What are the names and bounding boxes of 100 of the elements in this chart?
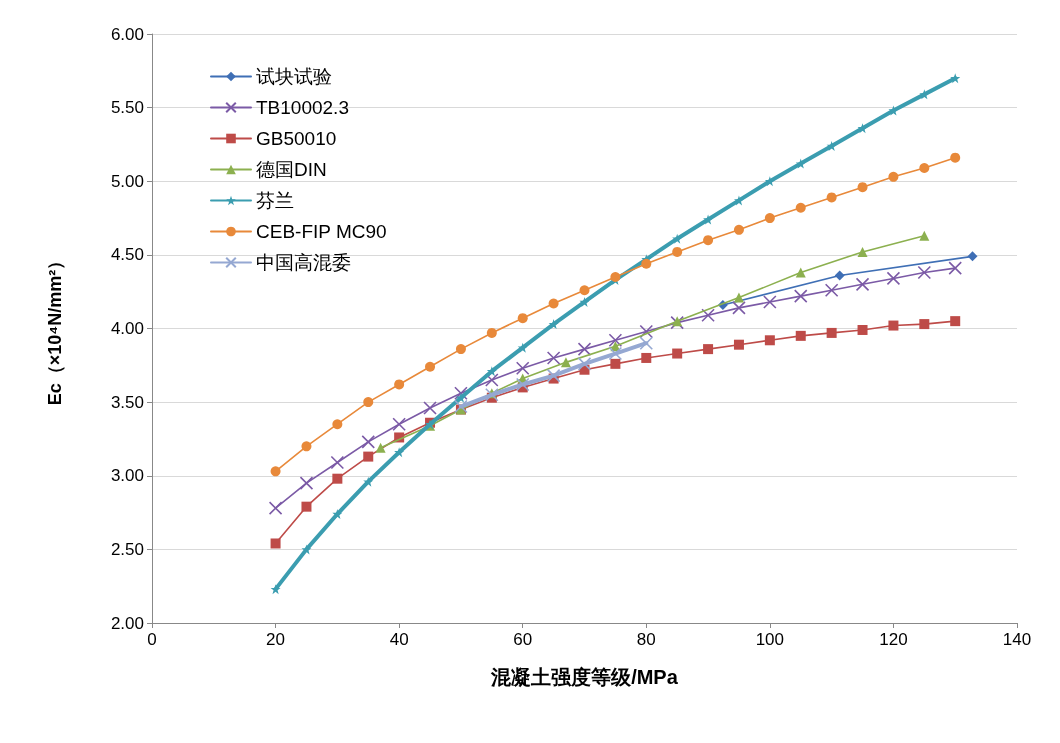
point [857, 246, 868, 257]
point [639, 336, 654, 351]
point [546, 351, 561, 365]
x-tick-label: 20 [266, 630, 286, 649]
legend-label: GB50010 [256, 128, 337, 149]
point [793, 289, 808, 303]
x-tick-label: 100 [755, 630, 785, 649]
point [733, 224, 744, 235]
point [641, 258, 652, 269]
point [515, 361, 530, 376]
legend-label: 芬兰 [256, 190, 294, 211]
point [361, 435, 376, 449]
point [330, 455, 345, 470]
point [270, 466, 281, 477]
legend-label: 德国DIN [256, 159, 327, 180]
y-tick-label: 5.50 [110, 98, 144, 118]
point [950, 316, 961, 327]
point [486, 366, 497, 377]
point [888, 171, 899, 182]
point [733, 292, 744, 303]
y-axis-title: Ec（×10⁴N/mm²） [45, 251, 65, 406]
point [948, 261, 963, 275]
point [375, 442, 386, 453]
point [270, 538, 281, 549]
point [795, 330, 806, 341]
point [857, 324, 868, 335]
point [855, 277, 870, 292]
y-tick-label: 5.00 [110, 171, 144, 191]
point [764, 213, 775, 224]
point [268, 501, 283, 515]
point [577, 342, 592, 356]
point [886, 271, 901, 286]
point [515, 377, 530, 392]
x-tick-label: 40 [389, 630, 409, 649]
point [425, 361, 436, 372]
legend-label: 试块试验 [256, 66, 332, 87]
y-tick-label: 2.00 [110, 613, 144, 633]
point [888, 320, 899, 331]
legend-label: TB10002.3 [256, 97, 349, 118]
point [363, 476, 374, 487]
point [486, 327, 497, 338]
point [394, 447, 405, 458]
point [270, 584, 281, 595]
point [363, 451, 374, 462]
point [639, 324, 654, 339]
point [950, 152, 961, 163]
point [517, 313, 528, 324]
point [764, 335, 775, 346]
y-tick-label: 4.00 [110, 319, 144, 338]
y-tick-label: 6.00 [110, 24, 144, 44]
legend-label: 中国高混委 [256, 252, 351, 273]
point [454, 386, 468, 401]
point [857, 123, 868, 134]
point [701, 308, 715, 323]
point [764, 176, 775, 187]
point [454, 399, 468, 414]
point [919, 319, 930, 330]
point [967, 251, 978, 262]
point [795, 158, 806, 169]
point [299, 476, 314, 490]
point [363, 397, 374, 408]
legend-label: CEB-FIP MC90 [256, 221, 387, 242]
point [608, 346, 623, 361]
point [672, 348, 683, 359]
point [548, 319, 559, 330]
point [394, 379, 405, 390]
point [733, 339, 744, 350]
point [919, 230, 930, 241]
point [703, 235, 714, 246]
point [834, 270, 845, 281]
point [826, 327, 837, 338]
point [732, 301, 746, 315]
point [917, 265, 932, 280]
point [826, 192, 837, 203]
y-tick-label: 2.50 [110, 539, 144, 559]
point [332, 419, 343, 430]
point [919, 163, 930, 173]
point [950, 73, 961, 84]
point [423, 401, 437, 415]
y-tick-label: 4.50 [110, 245, 144, 265]
x-axis-title: 混凝土强度等级/MPa [490, 666, 679, 688]
x-tick-label: 0 [147, 630, 157, 649]
point [332, 473, 343, 484]
point [703, 344, 714, 355]
x-tick-label: 60 [513, 630, 533, 649]
x-tick-label: 140 [1002, 630, 1032, 649]
point [301, 501, 312, 512]
point [672, 246, 683, 257]
point [517, 342, 528, 353]
y-tick-label: 3.00 [110, 466, 144, 486]
point [733, 195, 744, 206]
point [610, 358, 621, 369]
point [795, 202, 806, 213]
x-tick-label: 120 [879, 630, 908, 649]
point [763, 295, 777, 309]
point [455, 392, 466, 403]
point [392, 417, 406, 432]
point [795, 267, 806, 278]
point [546, 368, 561, 383]
point [579, 296, 590, 307]
